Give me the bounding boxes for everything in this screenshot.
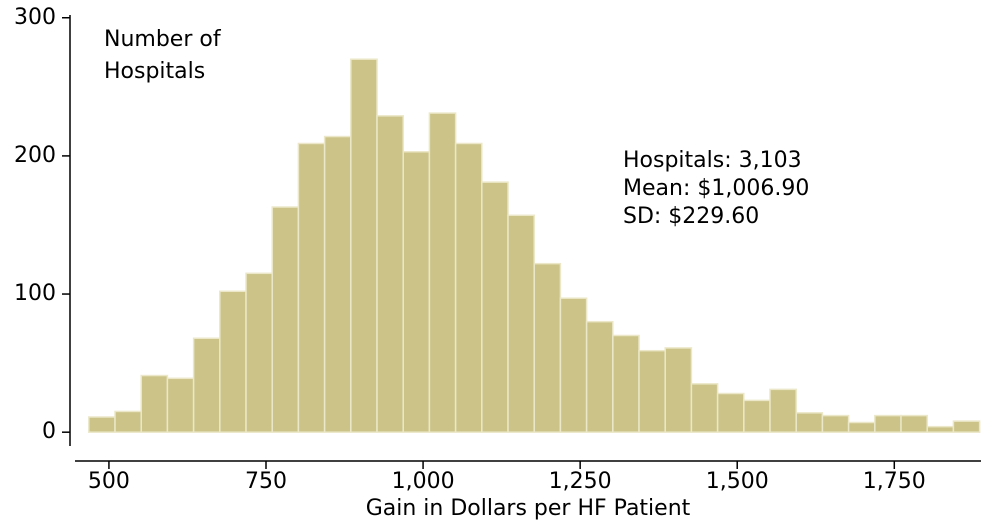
bar: [612, 334, 640, 433]
x-tick-label: 750: [245, 469, 287, 494]
bar: [690, 383, 719, 433]
bar: [874, 414, 902, 433]
bar: [114, 410, 142, 433]
bar: [795, 412, 824, 433]
bar: [821, 414, 850, 433]
bar: [140, 374, 169, 433]
y-tick-label: 200: [14, 143, 56, 168]
x-tick-label: 1,750: [863, 469, 926, 494]
x-tick-label: 1,000: [392, 469, 455, 494]
bar: [638, 349, 666, 433]
bar: [585, 320, 614, 433]
bar: [192, 337, 221, 433]
y-axis-label: Hospitals: [104, 59, 205, 84]
bar: [847, 421, 876, 433]
y-tick-label: 0: [42, 419, 56, 444]
bar: [559, 297, 588, 433]
bar: [271, 206, 300, 433]
x-tick-label: 1,250: [549, 469, 612, 494]
bar: [454, 142, 483, 433]
bar: [507, 214, 535, 433]
x-tick-label: 1,500: [706, 469, 769, 494]
bar: [533, 262, 562, 433]
bar: [245, 272, 273, 433]
y-tick-label: 100: [14, 281, 56, 306]
x-tick-label: 500: [88, 469, 130, 494]
bar: [428, 112, 457, 433]
y-tick-label: 300: [14, 5, 56, 30]
bar: [952, 420, 981, 433]
bar: [900, 414, 928, 433]
bar: [88, 416, 116, 433]
annotation: Mean: $1,006.90: [623, 176, 809, 201]
y-axis-label: Number of: [104, 27, 222, 52]
annotation: Hospitals: 3,103: [623, 148, 802, 173]
bar: [297, 142, 326, 433]
bar: [323, 135, 352, 433]
bar: [166, 377, 195, 433]
bar: [926, 425, 955, 433]
bar: [350, 58, 378, 433]
bar: [743, 399, 771, 433]
x-axis-label: Gain in Dollars per HF Patient: [366, 496, 691, 521]
annotation: SD: $229.60: [623, 204, 759, 229]
bar: [769, 388, 797, 433]
bar: [716, 392, 745, 433]
bar: [481, 181, 509, 433]
bar: [376, 115, 404, 433]
bar: [219, 290, 247, 433]
bar: [664, 347, 693, 433]
bar: [402, 151, 431, 433]
